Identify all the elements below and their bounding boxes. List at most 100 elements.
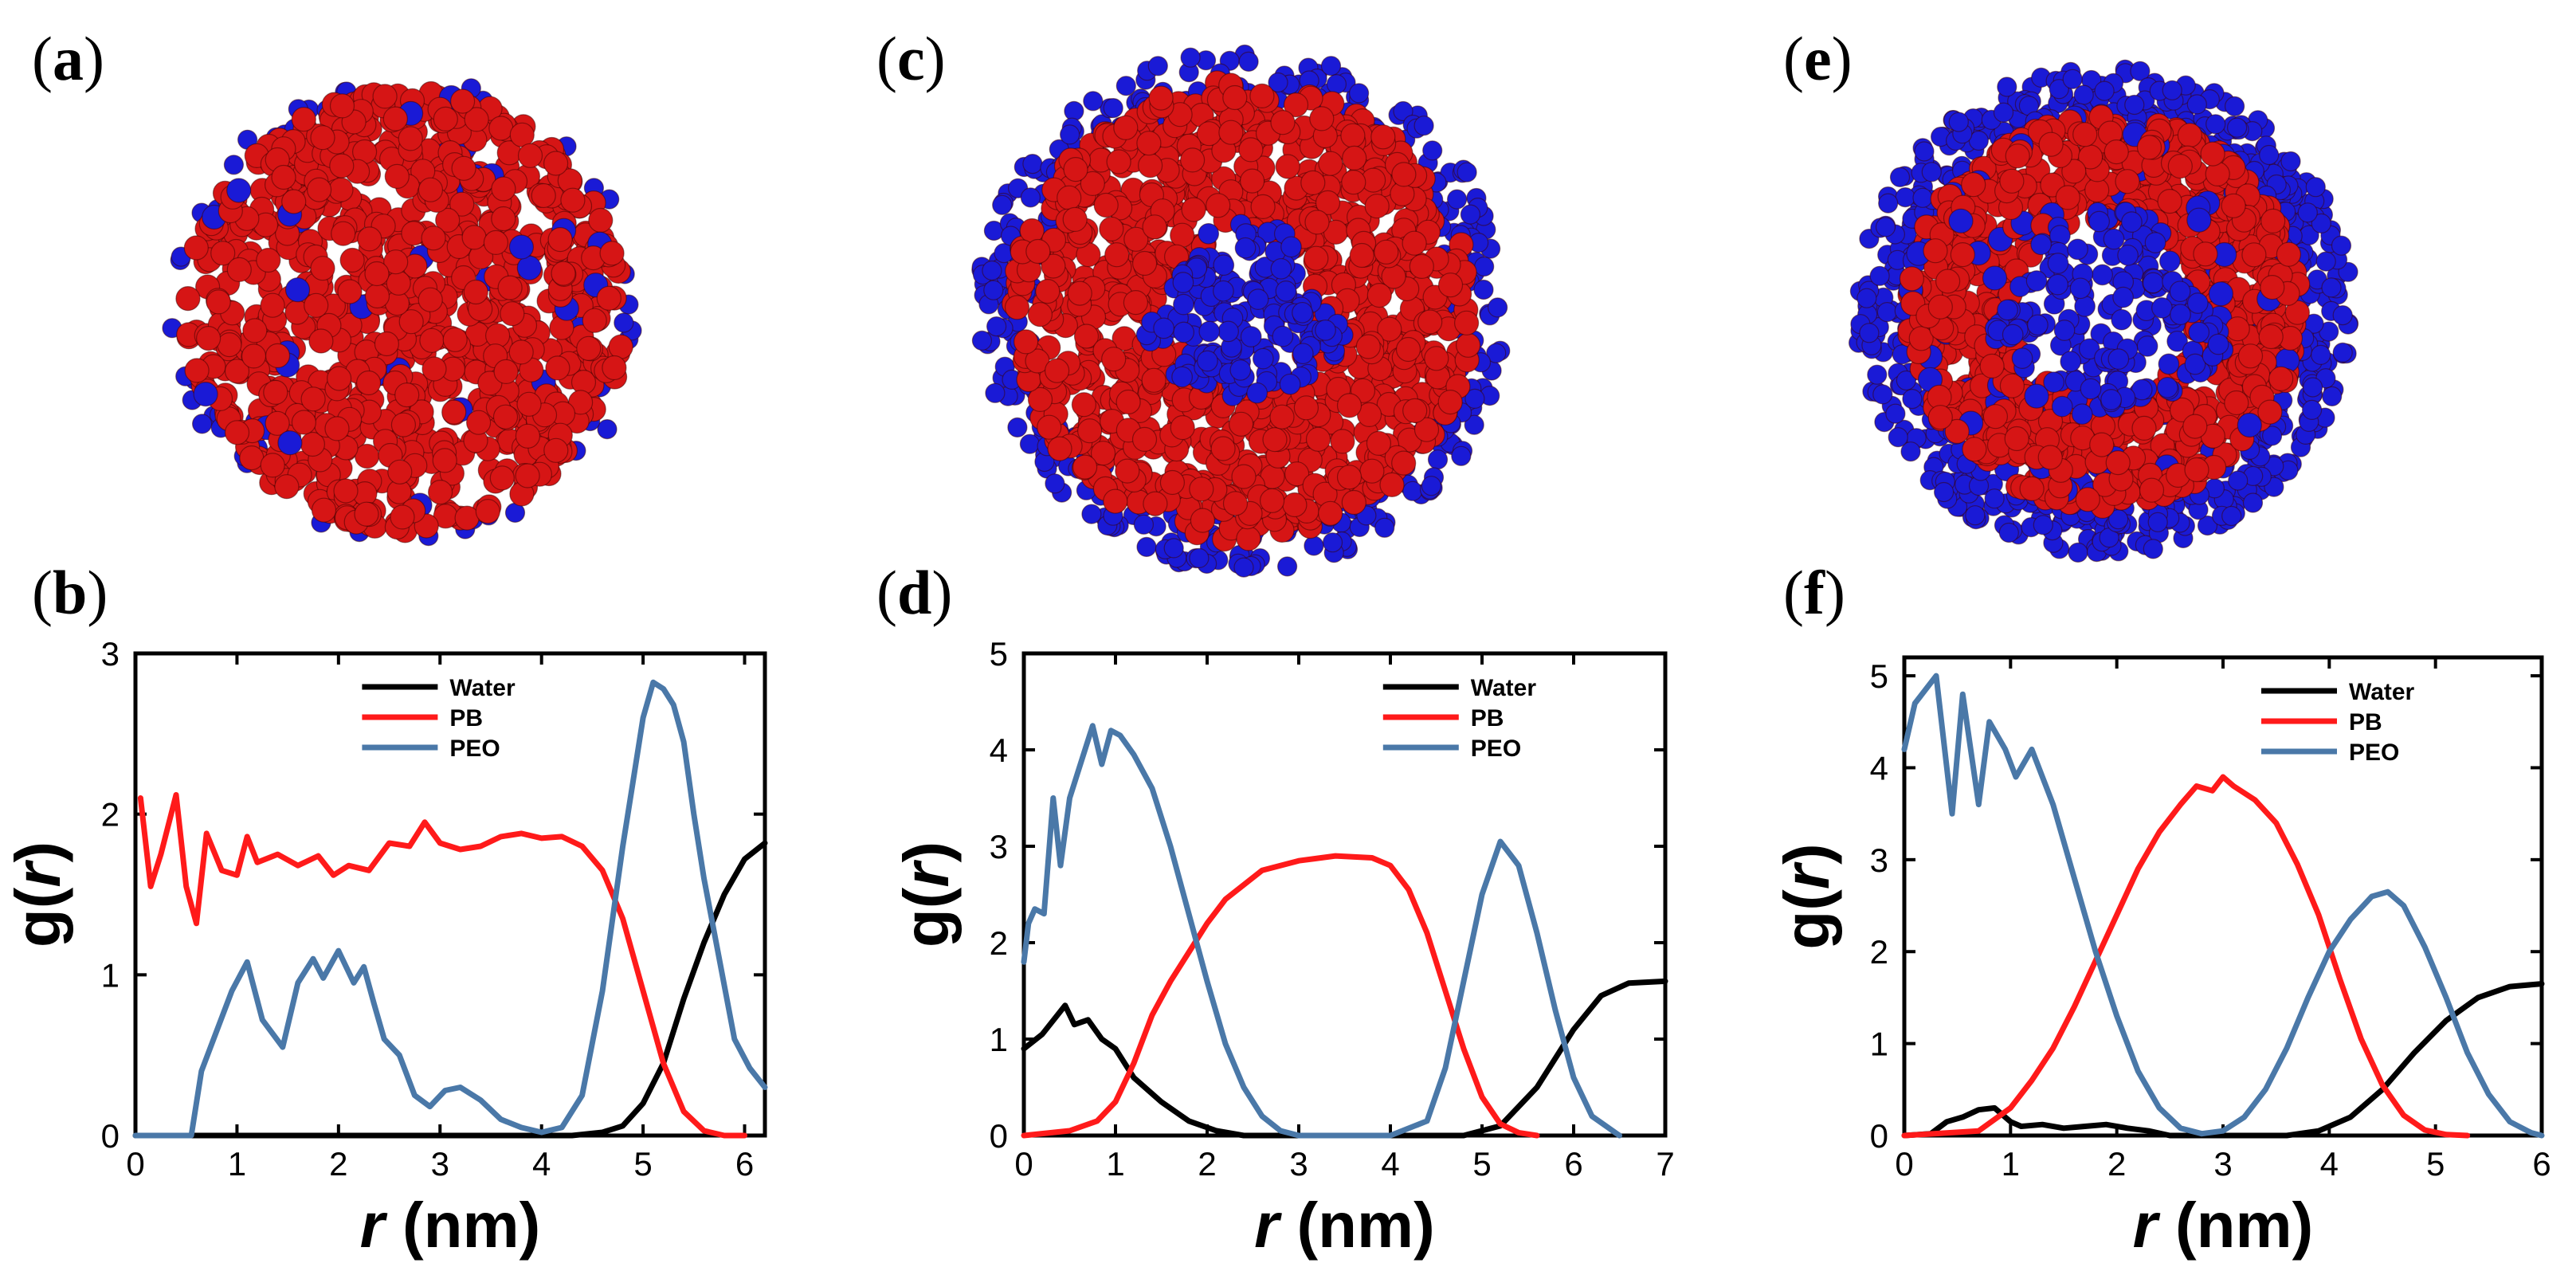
bead [599,241,625,266]
bead [2151,297,2173,319]
bead [1999,373,2025,398]
bead [1402,230,1427,256]
bead [2143,539,2163,559]
bead [1239,168,1265,194]
bead [1402,398,1428,424]
bead [2089,432,2115,457]
bead [2100,389,2122,410]
bead [2186,94,2207,115]
bead [1318,500,1343,526]
bead [324,416,350,441]
bead [386,270,411,296]
y-tick-label: 1 [1870,1026,1888,1063]
bead [1304,245,1329,271]
legend-label-water: Water [1471,675,1537,701]
bead [2162,80,2182,100]
bead [1965,505,1986,526]
bead [1437,390,1463,415]
bead [2208,281,2233,307]
bead [1888,427,1908,448]
bead [1409,253,1434,279]
bead [2088,210,2110,233]
bead [2268,366,2294,391]
bead [1359,458,1385,484]
bead [543,151,569,176]
bead [531,182,556,209]
bead [1280,236,1302,258]
bead [1935,269,1961,294]
bead [1422,140,1443,161]
bead [1238,51,1259,73]
bead [1064,100,1084,121]
bead [2241,242,2267,268]
bead [2225,316,2250,342]
bead [2311,344,2331,365]
bead [1213,254,1235,277]
x-tick-label: 4 [532,1145,551,1183]
bead [1210,436,1236,461]
bead [1885,403,1906,424]
micelle-snapshot-a [162,78,642,547]
bead [2025,270,2048,292]
bead [1233,557,1254,578]
bead [265,410,290,436]
bead [483,229,509,255]
bead [339,247,365,273]
bead [1366,430,1392,457]
bead [1013,329,1039,355]
bead [329,153,355,178]
bead [2033,515,2053,535]
bead [1037,414,1062,440]
bead [2047,253,2069,274]
bead [337,279,363,304]
bead [1057,185,1082,210]
x-tick-label: 1 [2002,1145,2020,1183]
bead [2104,139,2129,165]
bead [1067,280,1092,306]
bead [2074,296,2096,317]
x-tick-label: 1 [228,1145,246,1183]
bead [2002,324,2024,346]
bead [1047,436,1072,461]
bead [1464,388,1485,409]
bead [1172,272,1194,293]
bead [1279,373,1301,395]
bead [1081,504,1102,524]
bead [1336,393,1362,418]
x-tick-label: 5 [1472,1145,1491,1183]
bead [329,93,355,119]
bead [451,155,476,181]
bead [2276,241,2301,267]
bead [1340,123,1366,148]
y-tick-label: 4 [990,732,1008,769]
bead [1341,489,1366,516]
bead [421,356,447,382]
legend-label-pb: PB [449,705,483,732]
panel-label-f: (f) [1783,558,1845,627]
panel-label-c: (c) [876,24,946,93]
bead [441,399,467,425]
bead [492,404,519,430]
bead [2331,235,2352,256]
x-tick-label: 3 [2213,1145,2232,1183]
bead [1025,238,1051,265]
bead [2177,123,2202,148]
series-line-pb [1901,774,2471,1139]
bead [1104,242,1130,268]
bead [442,327,468,352]
bead [547,227,573,253]
bead [1019,218,1045,244]
micelle-snapshot-c [971,44,1511,578]
x-tick-label: 6 [1564,1145,1582,1183]
bead [608,334,633,359]
bead [2260,208,2286,233]
bead [2094,80,2115,101]
bead [2259,144,2280,166]
panel-label-a: (a) [32,24,104,93]
bead [2005,143,2030,169]
bead [1487,297,1508,318]
bead [1247,288,1269,310]
bead [1115,76,1136,96]
bead [175,286,201,312]
bead [241,343,267,369]
